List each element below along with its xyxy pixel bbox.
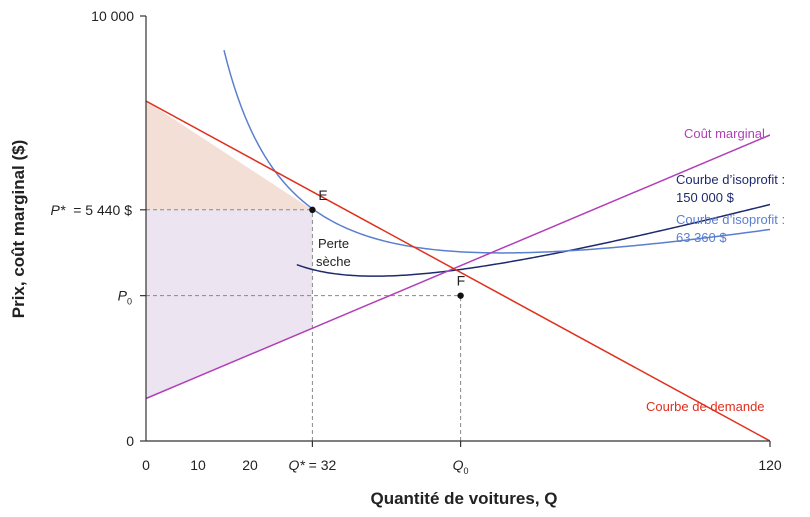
x-axis-title: Quantité de voitures, Q — [370, 489, 557, 508]
x-tick-label: 120 — [758, 457, 782, 473]
isoprofit-150000-value: 150 000 $ — [676, 190, 735, 205]
deadweight-loss-label-line2: sèche — [316, 254, 351, 269]
p-star-label: P* = 5 440 $ — [51, 202, 133, 218]
y-axis-title: Prix, coût marginal ($) — [9, 140, 28, 319]
producer-surplus-area — [146, 209, 313, 399]
point-label-f: F — [457, 273, 466, 289]
point-e — [309, 206, 316, 213]
isoprofit-63360-value: 63 360 $ — [676, 230, 727, 245]
isoprofit-150000-label: Courbe d’isoprofit : — [676, 172, 785, 187]
point-label-e: E — [318, 187, 327, 203]
isoprofit-150000-curve — [296, 203, 770, 277]
y-tick-label: 0 — [126, 433, 134, 449]
p-star-symbol: P* — [51, 202, 66, 218]
x-tick-label: 20 — [242, 457, 258, 473]
marginal-cost-label: Coût marginal — [684, 126, 765, 141]
p0-label: P0 — [118, 288, 132, 307]
point-f — [457, 292, 464, 299]
p-star-value: = 5 440 $ — [73, 202, 132, 218]
x-tick-label: 0 — [142, 457, 150, 473]
q0-label: Q0 — [453, 457, 469, 476]
x-tick-label: Q* = 32 — [288, 457, 336, 473]
deadweight-loss-label-line1: Perte — [318, 236, 349, 251]
x-tick-label: 10 — [190, 457, 206, 473]
marginal-cost-line — [146, 134, 770, 400]
demand-line — [146, 100, 770, 441]
isoprofit-63360-label: Courbe d’isoprofit : — [676, 212, 785, 227]
y-tick-label: 10 000 — [91, 8, 134, 24]
consumer-surplus-area — [146, 101, 313, 210]
demand-label: Courbe de demande — [646, 399, 765, 414]
